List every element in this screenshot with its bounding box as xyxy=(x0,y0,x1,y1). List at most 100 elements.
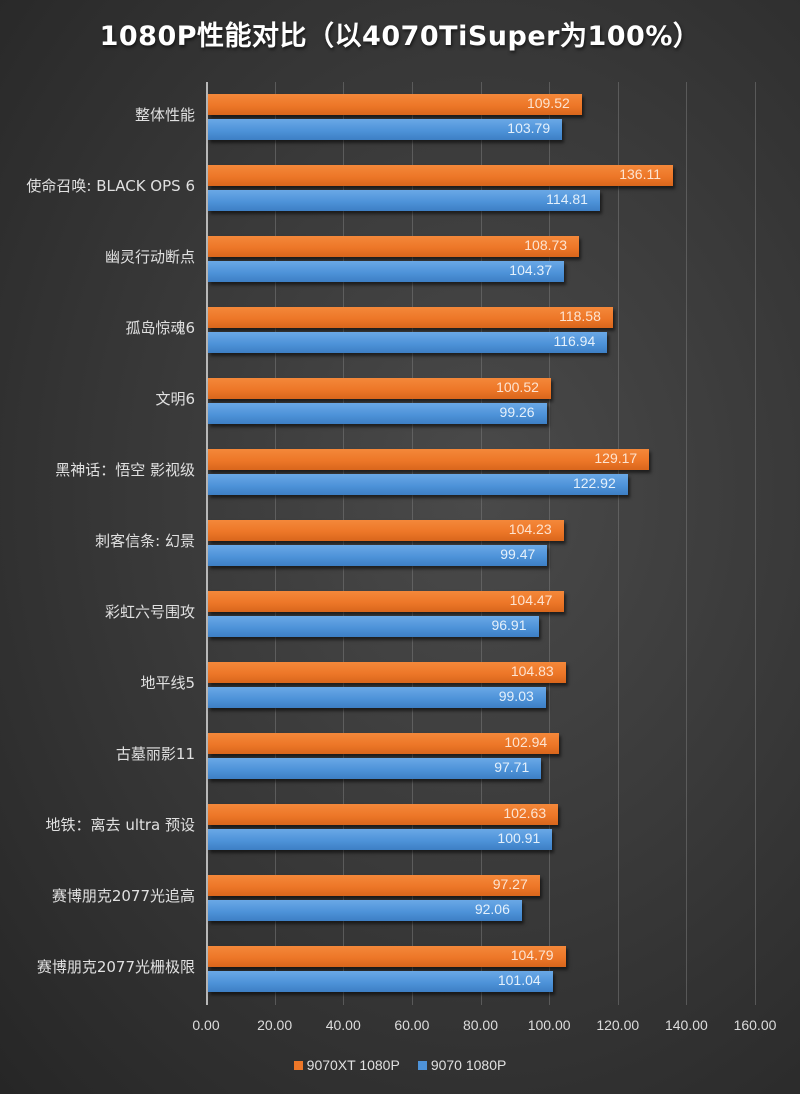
gridline xyxy=(343,82,345,1005)
x-tick-label: 20.00 xyxy=(257,1017,293,1033)
bar-value-label: 136.11 xyxy=(619,166,662,182)
legend-item-9070[interactable]: 9070 1080P xyxy=(417,1057,507,1073)
bar-9070[interactable]: 101.04 xyxy=(208,971,553,992)
x-tick-label: 0.00 xyxy=(192,1017,220,1033)
bar-9070xt[interactable]: 104.47 xyxy=(208,591,565,612)
bar-value-label: 101.04 xyxy=(497,972,541,988)
bar-9070xt[interactable]: 136.11 xyxy=(208,165,674,186)
bar-value-label: 122.92 xyxy=(572,475,616,491)
bar-9070xt[interactable]: 97.27 xyxy=(208,875,540,896)
category-label: 古墓丽影11 xyxy=(115,745,195,763)
bar-value-label: 104.47 xyxy=(509,592,553,608)
category-label: 地平线5 xyxy=(140,674,195,692)
bar-9070xt[interactable]: 109.52 xyxy=(208,94,582,115)
y-axis-line xyxy=(206,82,208,1005)
bar-9070xt[interactable]: 102.63 xyxy=(208,804,559,825)
category-row: 古墓丽影11 102.94 97.71 xyxy=(116,721,755,792)
bar-value-label: 102.63 xyxy=(503,805,547,821)
plot-area: 整体性能 109.52 103.79 使命召唤: BLACK OPS 6 136.11 1… xyxy=(26,82,756,1005)
gridline xyxy=(411,82,413,1005)
bar-9070[interactable]: 104.37 xyxy=(208,261,565,282)
bar-value-label: 99.47 xyxy=(500,546,536,562)
gridline xyxy=(755,82,756,1005)
category-row: 赛博朋克2077光追高 97.27 92.06 xyxy=(52,863,755,934)
bar-value-label: 118.58 xyxy=(559,308,601,324)
bar-value-label: 100.91 xyxy=(497,830,541,846)
category-label: 幽灵行动断点 xyxy=(104,248,195,266)
bar-value-label: 104.37 xyxy=(509,262,553,278)
bar-9070[interactable]: 96.91 xyxy=(208,616,539,637)
bar-value-label: 103.79 xyxy=(507,120,551,136)
gridline xyxy=(686,82,688,1005)
bar-value-label: 104.23 xyxy=(508,521,552,537)
bar-value-label: 104.83 xyxy=(510,663,554,679)
category-row: 黑神话：悟空 影视级 129.17 122.92 xyxy=(55,437,755,508)
category-label: 使命召唤: BLACK OPS 6 xyxy=(26,177,195,195)
bar-9070xt[interactable]: 102.94 xyxy=(208,733,560,754)
x-tick-label: 100.00 xyxy=(527,1017,571,1033)
category-row: 地铁：离去 ultra 预设 102.63 100.91 xyxy=(46,792,755,863)
category-label: 整体性能 xyxy=(134,106,195,124)
bar-9070[interactable]: 114.81 xyxy=(208,190,600,211)
category-label: 黑神话：悟空 影视级 xyxy=(55,461,195,479)
bar-9070xt[interactable]: 108.73 xyxy=(208,236,580,257)
bar-value-label: 116.94 xyxy=(553,333,596,349)
category-label: 赛博朋克2077光追高 xyxy=(51,887,195,905)
bar-value-label: 97.71 xyxy=(494,759,530,775)
category-row: 使命召唤: BLACK OPS 6 136.11 114.81 xyxy=(26,153,755,224)
bar-9070[interactable]: 99.03 xyxy=(208,687,546,708)
bar-value-label: 108.73 xyxy=(524,237,568,253)
category-label: 地铁：离去 ultra 预设 xyxy=(45,816,195,834)
legend: 9070XT 1080P 9070 1080P xyxy=(0,1057,800,1073)
bar-value-label: 109.52 xyxy=(526,95,570,111)
x-tick-label: 60.00 xyxy=(394,1017,430,1033)
category-label: 刺客信条: 幻景 xyxy=(95,532,195,550)
bar-value-label: 100.52 xyxy=(496,379,539,395)
bar-9070xt[interactable]: 100.52 xyxy=(208,378,551,399)
bar-9070[interactable]: 122.92 xyxy=(208,474,628,495)
bar-9070[interactable]: 116.94 xyxy=(208,332,608,353)
bar-value-label: 97.27 xyxy=(492,876,528,892)
bar-value-label: 96.91 xyxy=(491,617,527,633)
bar-9070xt[interactable]: 104.83 xyxy=(208,662,566,683)
bar-9070[interactable]: 92.06 xyxy=(208,900,522,921)
bar-9070xt[interactable]: 104.79 xyxy=(208,946,566,967)
category-row: 整体性能 109.52 103.79 xyxy=(135,82,755,153)
category-label: 赛博朋克2077光栅极限 xyxy=(36,958,195,976)
category-row: 地平线5 104.83 99.03 xyxy=(140,650,755,721)
chart-title: 1080P性能对比（以4070TiSuper为100%） xyxy=(99,21,701,52)
bar-value-label: 102.94 xyxy=(504,734,548,750)
bar-9070[interactable]: 100.91 xyxy=(208,829,553,850)
legend-item-9070xt[interactable]: 9070XT 1080P xyxy=(293,1057,400,1073)
x-tick-label: 80.00 xyxy=(462,1017,499,1033)
category-row: 彩虹六号围攻 104.47 96.91 xyxy=(105,579,755,650)
bar-value-label: 99.26 xyxy=(499,404,535,420)
bar-value-label: 114.81 xyxy=(546,191,588,207)
category-row: 赛博朋克2077光栅极限 104.79 101.04 xyxy=(37,934,755,1005)
gridline xyxy=(480,82,482,1005)
bar-9070[interactable]: 99.26 xyxy=(208,403,547,424)
category-label: 孤岛惊魂6 xyxy=(125,319,195,337)
bar-value-label: 92.06 xyxy=(474,901,510,917)
category-row: 文明6 100.52 99.26 xyxy=(155,366,755,437)
category-row: 孤岛惊魂6 118.58 116.94 xyxy=(125,295,755,366)
bar-9070xt[interactable]: 129.17 xyxy=(208,449,650,470)
legend-swatch-blue-icon xyxy=(417,1060,427,1070)
bar-9070xt[interactable]: 104.23 xyxy=(208,520,564,541)
bar-9070xt[interactable]: 118.58 xyxy=(208,307,613,328)
bar-value-label: 99.03 xyxy=(498,688,534,704)
bar-9070[interactable]: 99.47 xyxy=(208,545,548,566)
x-tick-label: 40.00 xyxy=(325,1017,361,1033)
legend-label: 9070XT 1080P xyxy=(306,1057,400,1073)
bar-9070[interactable]: 97.71 xyxy=(208,758,542,779)
bar-value-label: 129.17 xyxy=(594,450,638,466)
gridline xyxy=(617,82,619,1005)
legend-swatch-orange-icon xyxy=(293,1060,303,1070)
legend-label: 9070 1080P xyxy=(430,1057,507,1073)
category-row: 刺客信条: 幻景 104.23 99.47 xyxy=(95,508,755,579)
x-tick-label: 160.00 xyxy=(733,1017,777,1033)
x-tick-label: 140.00 xyxy=(664,1017,708,1033)
bar-9070[interactable]: 103.79 xyxy=(208,119,563,140)
gridline xyxy=(274,82,276,1005)
category-label: 文明6 xyxy=(155,390,195,408)
